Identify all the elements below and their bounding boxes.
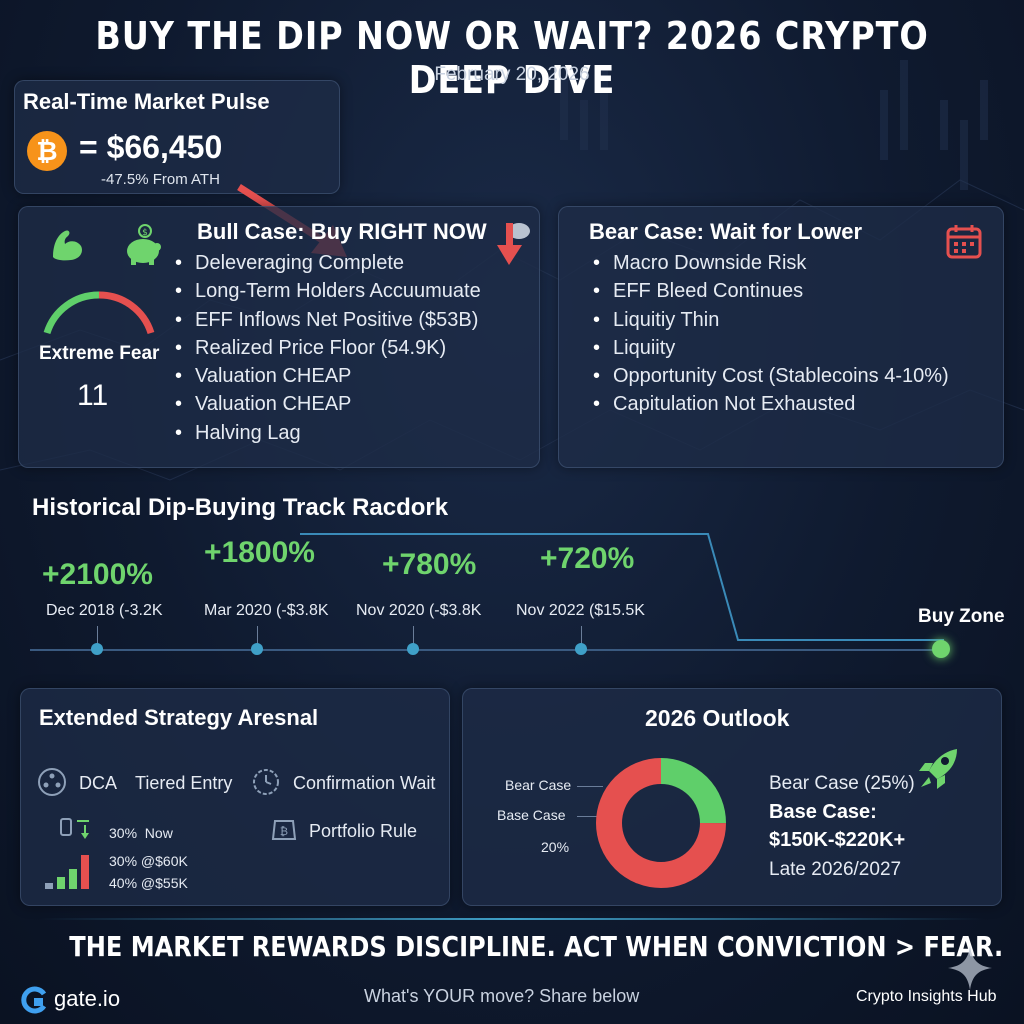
leader-line (577, 786, 603, 787)
bull-case-list: Deleveraging Complete Long-Term Holders … (173, 249, 481, 447)
timeline-tick (257, 626, 258, 648)
tier-now: 30% Now (109, 825, 173, 841)
tier-bar-chart-icon (45, 855, 89, 889)
market-pulse-title: Real-Time Market Pulse (23, 89, 270, 114)
strategy-title: Extended Strategy Aresnal (39, 705, 319, 730)
cloud-down-arrow-icon (497, 223, 530, 265)
list-item: Halving Lag (173, 419, 481, 447)
strategy-panel: Extended Strategy Aresnal DCA Tiered Ent… (20, 688, 450, 906)
bull-case-title: Bull Case: Buy RIGHT NOW (197, 219, 487, 244)
portfolio-icon: ₿ (271, 820, 297, 840)
fear-gauge-label: Extreme Fear (39, 343, 160, 364)
list-item: Realized Price Floor (54.9K) (173, 334, 481, 362)
page-title: BUY THE DIP NOW OR WAIT? 2026 CRYPTO DEE… (95, 14, 929, 102)
history-gain: +720% (540, 542, 635, 575)
history-gain: +2100% (42, 558, 153, 591)
history-timeline (30, 533, 944, 651)
outlook-timing: Late 2026/2027 (769, 859, 902, 880)
list-item: Macro Downside Risk (591, 249, 949, 277)
timeline-tick (97, 626, 98, 648)
history-gain: +1800% (204, 536, 315, 569)
tiered-entry-label: Tiered Entry (135, 773, 233, 793)
timeline-dot (91, 643, 103, 655)
list-item: Deleveraging Complete (173, 249, 481, 277)
bull-case-panel: $ Extreme Fear 11 Bull Case: Buy RIGHT N… (18, 206, 540, 468)
history-date: Nov 2022 ($15.5K (516, 602, 645, 619)
calendar-icon (946, 225, 982, 259)
timeline-dot (575, 643, 587, 655)
buy-zone-label: Buy Zone (918, 606, 1005, 627)
bitcoin-icon: ₿ (27, 131, 67, 171)
buy-zone-dot (932, 640, 950, 658)
list-item: Opportunity Cost (Stablecoins 4-10%) (591, 362, 949, 390)
history-gain: +780% (382, 548, 477, 581)
gateio-logo-icon (21, 986, 47, 1014)
transfer-icon (60, 818, 89, 839)
svg-text:$: $ (142, 228, 148, 238)
outlook-donut-chart (596, 758, 726, 888)
history-date: Nov 2020 (-$3.8K (356, 602, 482, 619)
timeline-dot (407, 643, 419, 655)
list-item: Liquiity (591, 334, 949, 362)
flexed-arm-icon (53, 230, 82, 261)
outlook-panel: 2026 Outlook Bear Case Base Case 20% Bea… (462, 688, 1002, 906)
piggy-bank-icon: $ (127, 224, 161, 265)
tier-55k: 40% @$55K (109, 875, 188, 891)
donut-label-base: Base Case (497, 807, 566, 823)
rocket-icon (919, 749, 957, 789)
list-item: EFF Bleed Continues (591, 277, 949, 305)
ath-change: -47.5% From ATH (101, 171, 220, 188)
donut-label-pct: 20% (541, 839, 570, 855)
history-date: Dec 2018 (-3.2K (46, 602, 163, 619)
bear-case-list: Macro Downside Risk EFF Bleed Continues … (591, 249, 949, 419)
portfolio-rule-label: Portfolio Rule (309, 821, 418, 841)
list-item: EFF Inflows Net Positive ($53B) (173, 306, 481, 334)
timeline-tick (581, 626, 582, 648)
svg-text:₿: ₿ (280, 825, 288, 838)
list-item: Valuation CHEAP (173, 390, 481, 418)
bear-case-title: Bear Case: Wait for Lower (589, 219, 863, 244)
list-item: Capitulation Not Exhausted (591, 390, 949, 418)
footer-tagline: THE MARKET REWARDS DISCIPLINE. ACT WHEN … (69, 930, 1004, 963)
sparkle-icon (948, 946, 992, 990)
donut-label-bear: Bear Case (505, 777, 572, 793)
page-date: February 20, 2026 (434, 64, 590, 85)
list-item: Valuation CHEAP (173, 362, 481, 390)
footer-divider (40, 918, 984, 920)
outlook-bear-line: Bear Case (25%) (769, 773, 915, 794)
brand-name[interactable]: gate.io (54, 986, 121, 1011)
confirmation-wait-label: Confirmation Wait (293, 773, 436, 793)
timeline-dot (251, 643, 263, 655)
leader-line (577, 816, 597, 817)
outlook-title: 2026 Outlook (645, 705, 790, 731)
history-title: Historical Dip-Buying Track Racdork (32, 494, 449, 521)
btc-price: = $66,450 (79, 129, 223, 165)
timeline-tick (413, 626, 414, 648)
hub-name: Crypto Insights Hub (856, 988, 997, 1005)
bear-case-panel: Bear Case: Wait for Lower Macro Downside… (558, 206, 1004, 468)
call-to-action: What's YOUR move? Share below (364, 986, 640, 1006)
clock-gear-icon (253, 769, 279, 795)
dca-label: DCA (79, 773, 118, 793)
fear-greed-gauge (43, 291, 155, 335)
dca-icon (38, 768, 66, 796)
fear-gauge-value: 11 (77, 379, 109, 412)
list-item: Liquitiy Thin (591, 306, 949, 334)
tier-60k: 30% @$60K (109, 853, 188, 869)
outlook-base-label: Base Case: (769, 801, 877, 823)
market-pulse-panel: Real-Time Market Pulse ₿ = $66,450 -47.5… (14, 80, 347, 257)
outlook-base-range: $150K-$220K+ (769, 829, 906, 851)
donut-slice-base-case (596, 758, 726, 888)
list-item: Long-Term Holders Accuumuate (173, 277, 481, 305)
history-date: Mar 2020 (-$3.8K (204, 602, 329, 619)
